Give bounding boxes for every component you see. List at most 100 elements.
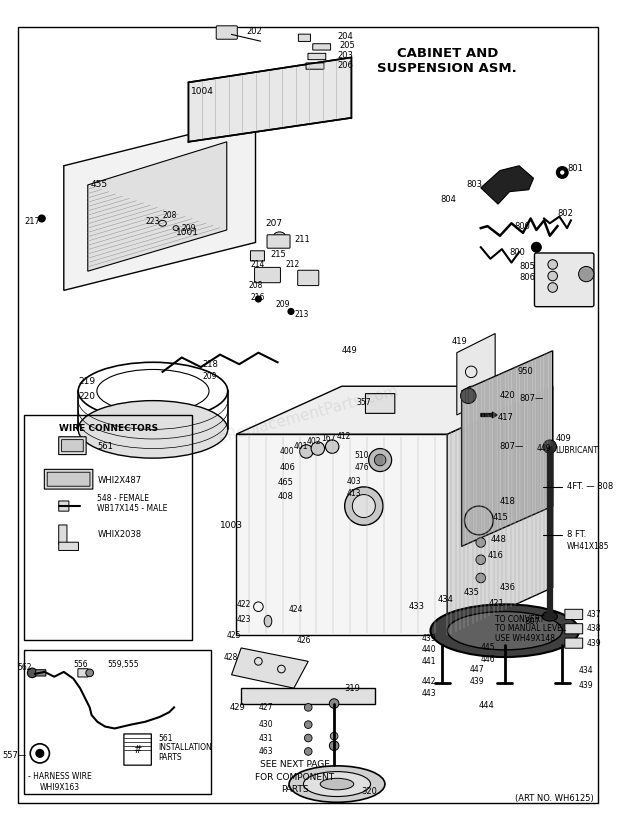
Ellipse shape bbox=[289, 766, 385, 803]
Text: 208: 208 bbox=[249, 281, 263, 290]
Text: 548 - FEMALE: 548 - FEMALE bbox=[97, 494, 149, 503]
Text: 209: 209 bbox=[276, 300, 290, 310]
Circle shape bbox=[36, 749, 43, 757]
Text: eReplacementParts.com: eReplacementParts.com bbox=[216, 383, 400, 447]
Text: 440: 440 bbox=[422, 646, 436, 654]
Text: 215: 215 bbox=[270, 251, 286, 260]
Text: 406: 406 bbox=[280, 463, 295, 472]
Circle shape bbox=[288, 309, 294, 315]
Text: 439: 439 bbox=[587, 638, 601, 647]
Text: 419: 419 bbox=[452, 337, 467, 345]
Text: 1001: 1001 bbox=[176, 228, 199, 237]
Text: 807—: 807— bbox=[519, 394, 544, 403]
Text: 465: 465 bbox=[278, 477, 293, 486]
Text: 423: 423 bbox=[236, 615, 251, 623]
Circle shape bbox=[304, 704, 312, 711]
Circle shape bbox=[311, 442, 324, 456]
Text: 431: 431 bbox=[259, 734, 273, 743]
Text: 220: 220 bbox=[78, 393, 95, 401]
Text: 561: 561 bbox=[159, 734, 173, 743]
FancyBboxPatch shape bbox=[365, 393, 395, 413]
Text: 216: 216 bbox=[250, 293, 265, 301]
Circle shape bbox=[86, 669, 94, 676]
Text: WB17X145 - MALE: WB17X145 - MALE bbox=[97, 505, 168, 514]
Text: 214: 214 bbox=[250, 260, 265, 269]
Text: 4FT. — 808: 4FT. — 808 bbox=[567, 482, 613, 491]
Polygon shape bbox=[188, 57, 352, 142]
Circle shape bbox=[531, 242, 541, 252]
Text: 415: 415 bbox=[492, 513, 508, 522]
FancyBboxPatch shape bbox=[78, 669, 88, 677]
Text: 219: 219 bbox=[78, 377, 95, 386]
Text: 1003: 1003 bbox=[220, 520, 243, 530]
Text: 449: 449 bbox=[536, 444, 551, 453]
Text: WIRE CONNECTORS: WIRE CONNECTORS bbox=[59, 424, 158, 433]
Text: 427: 427 bbox=[259, 703, 273, 712]
Text: 412: 412 bbox=[337, 432, 352, 441]
Text: 206: 206 bbox=[337, 61, 353, 70]
Text: 212: 212 bbox=[285, 260, 299, 269]
Text: 319: 319 bbox=[345, 684, 361, 693]
Ellipse shape bbox=[447, 612, 562, 650]
Text: 426: 426 bbox=[297, 636, 311, 645]
Circle shape bbox=[27, 668, 37, 677]
Text: 800: 800 bbox=[515, 222, 530, 231]
Text: 417: 417 bbox=[498, 413, 514, 422]
Circle shape bbox=[345, 487, 383, 525]
Text: 424: 424 bbox=[289, 605, 304, 614]
FancyBboxPatch shape bbox=[250, 251, 265, 261]
FancyBboxPatch shape bbox=[298, 34, 311, 42]
Text: 205: 205 bbox=[339, 42, 355, 51]
Text: WH41X185: WH41X185 bbox=[567, 542, 609, 551]
FancyBboxPatch shape bbox=[124, 734, 151, 765]
Polygon shape bbox=[236, 434, 447, 636]
Bar bbox=[25, 415, 192, 640]
Circle shape bbox=[548, 283, 557, 292]
Text: 442: 442 bbox=[422, 677, 436, 686]
Text: 208: 208 bbox=[162, 211, 177, 220]
Text: SEE NEXT PAGE: SEE NEXT PAGE bbox=[260, 760, 330, 769]
Text: SUSPENSION ASM.: SUSPENSION ASM. bbox=[378, 62, 517, 76]
Circle shape bbox=[476, 538, 485, 547]
Text: 357: 357 bbox=[356, 398, 371, 407]
Circle shape bbox=[476, 574, 485, 583]
Text: 408: 408 bbox=[278, 492, 293, 501]
Text: 807—: 807— bbox=[500, 442, 524, 452]
FancyBboxPatch shape bbox=[306, 63, 324, 69]
Text: 416: 416 bbox=[487, 551, 503, 560]
Text: WHI2X487: WHI2X487 bbox=[97, 476, 141, 485]
Text: 801: 801 bbox=[567, 164, 583, 173]
Circle shape bbox=[369, 448, 392, 471]
Polygon shape bbox=[64, 118, 255, 290]
Text: 402: 402 bbox=[306, 437, 321, 447]
Text: 448: 448 bbox=[490, 535, 507, 544]
Text: 421: 421 bbox=[489, 599, 504, 608]
Circle shape bbox=[326, 440, 339, 453]
Text: 409: 409 bbox=[556, 434, 571, 443]
FancyBboxPatch shape bbox=[216, 26, 237, 39]
Text: 434: 434 bbox=[438, 594, 453, 603]
Ellipse shape bbox=[320, 779, 354, 790]
Text: 207: 207 bbox=[265, 219, 282, 227]
Text: 428: 428 bbox=[224, 653, 238, 662]
Text: 510: 510 bbox=[354, 451, 369, 460]
Text: 446: 446 bbox=[480, 655, 495, 664]
Circle shape bbox=[464, 506, 494, 535]
FancyBboxPatch shape bbox=[534, 253, 594, 306]
Polygon shape bbox=[231, 648, 308, 688]
Text: 439: 439 bbox=[469, 677, 484, 686]
Text: 439: 439 bbox=[578, 681, 593, 690]
Ellipse shape bbox=[274, 232, 285, 240]
Text: 800: 800 bbox=[510, 248, 525, 257]
FancyBboxPatch shape bbox=[59, 525, 67, 544]
Text: 802: 802 bbox=[557, 209, 574, 218]
Text: 447: 447 bbox=[469, 665, 484, 673]
Ellipse shape bbox=[264, 615, 272, 627]
Text: USE WH49X148: USE WH49X148 bbox=[495, 634, 555, 643]
Text: FOR COMPONENT: FOR COMPONENT bbox=[255, 773, 334, 782]
Text: 950: 950 bbox=[517, 368, 533, 376]
FancyBboxPatch shape bbox=[45, 469, 93, 489]
Circle shape bbox=[304, 748, 312, 755]
Text: 435: 435 bbox=[464, 588, 479, 597]
Text: 320: 320 bbox=[361, 787, 377, 796]
